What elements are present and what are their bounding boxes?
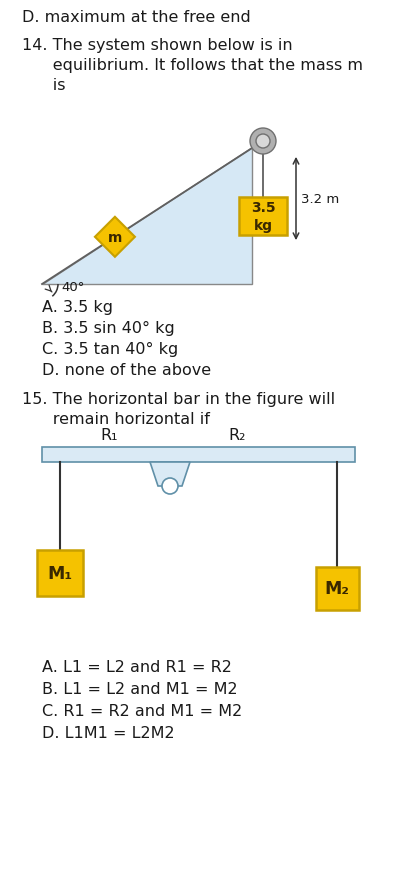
Bar [37,551,83,596]
Polygon shape [42,148,252,285]
Text: D. none of the above: D. none of the above [42,362,211,378]
Text: R₁: R₁ [100,427,117,443]
Text: 3.2 m: 3.2 m [301,193,339,206]
Text: is: is [22,78,66,93]
Text: D. maximum at the free end: D. maximum at the free end [22,10,251,25]
Text: B. 3.5 sin 40° kg: B. 3.5 sin 40° kg [42,321,175,336]
Text: C. R1 = R2 and M1 = M2: C. R1 = R2 and M1 = M2 [42,703,242,718]
Circle shape [162,479,178,495]
Circle shape [250,129,276,155]
Text: equilibrium. It follows that the mass m: equilibrium. It follows that the mass m [22,58,363,73]
Polygon shape [150,462,190,487]
Text: M₂: M₂ [324,580,350,598]
Text: D. L1M1 = L2M2: D. L1M1 = L2M2 [42,725,175,740]
Text: A. L1 = L2 and R1 = R2: A. L1 = L2 and R1 = R2 [42,660,232,674]
Bar [239,198,287,236]
Text: M₁: M₁ [47,565,72,582]
Text: 3.5
kg: 3.5 kg [251,201,275,232]
Bar [42,447,355,462]
Circle shape [256,135,270,149]
Text: m: m [108,231,122,245]
Text: A. 3.5 kg: A. 3.5 kg [42,300,113,315]
Text: 40°: 40° [61,281,84,294]
Text: C. 3.5 tan 40° kg: C. 3.5 tan 40° kg [42,342,178,357]
Text: remain horizontal if: remain horizontal if [22,411,210,426]
Polygon shape [95,217,135,258]
Text: B. L1 = L2 and M1 = M2: B. L1 = L2 and M1 = M2 [42,681,238,696]
Bar [316,567,359,610]
Text: 14. The system shown below is in: 14. The system shown below is in [22,38,293,53]
Text: R₂: R₂ [228,427,245,443]
Text: 15. The horizontal bar in the figure will: 15. The horizontal bar in the figure wil… [22,391,335,407]
